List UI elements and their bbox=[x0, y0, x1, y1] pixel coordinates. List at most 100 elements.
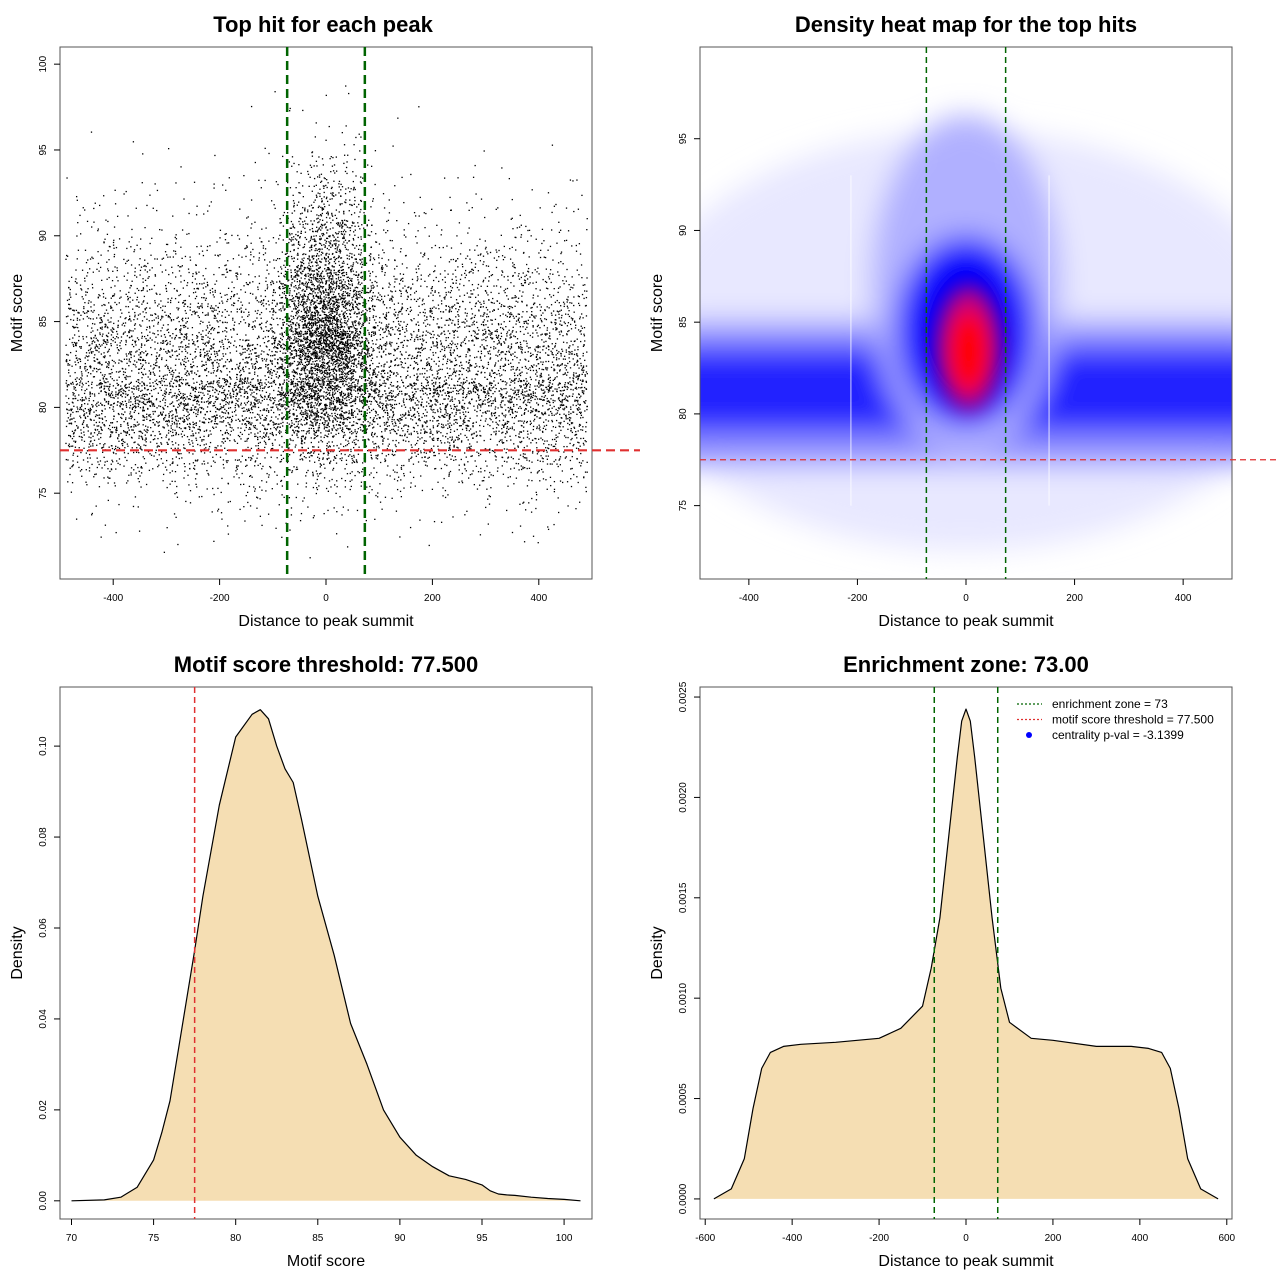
data-point bbox=[88, 467, 91, 469]
data-point bbox=[145, 338, 147, 340]
data-point bbox=[302, 396, 304, 398]
data-point bbox=[538, 380, 540, 382]
data-point bbox=[382, 407, 384, 409]
data-point bbox=[344, 425, 347, 427]
data-point bbox=[146, 431, 148, 434]
data-point bbox=[442, 389, 445, 391]
data-point bbox=[518, 278, 521, 280]
data-point bbox=[352, 375, 354, 377]
data-point bbox=[107, 366, 110, 369]
data-point bbox=[340, 395, 342, 397]
data-point bbox=[392, 410, 394, 413]
data-point bbox=[491, 382, 493, 385]
data-point bbox=[337, 224, 339, 226]
data-point bbox=[256, 496, 258, 498]
data-point bbox=[426, 370, 428, 372]
data-point bbox=[513, 387, 516, 389]
data-point bbox=[211, 326, 214, 329]
data-point bbox=[468, 359, 470, 361]
data-point bbox=[458, 373, 460, 376]
data-point bbox=[407, 428, 409, 431]
data-point bbox=[107, 482, 109, 484]
data-point bbox=[87, 403, 89, 405]
data-point bbox=[142, 373, 144, 375]
data-point bbox=[137, 424, 139, 426]
data-point bbox=[515, 323, 517, 325]
data-point bbox=[74, 361, 76, 363]
data-point bbox=[535, 438, 537, 440]
data-point bbox=[502, 442, 505, 444]
data-point bbox=[324, 245, 327, 247]
data-point bbox=[174, 480, 176, 483]
data-point bbox=[106, 233, 109, 236]
data-point bbox=[205, 375, 208, 377]
data-point bbox=[125, 417, 127, 419]
data-point bbox=[324, 434, 326, 436]
data-point bbox=[505, 350, 508, 353]
data-point bbox=[142, 456, 144, 458]
data-point bbox=[135, 388, 138, 390]
data-point bbox=[116, 215, 119, 218]
data-point bbox=[470, 448, 472, 450]
data-point bbox=[244, 440, 246, 442]
data-point bbox=[535, 369, 538, 371]
data-point bbox=[159, 228, 161, 231]
data-point bbox=[282, 450, 285, 453]
data-point bbox=[192, 358, 194, 360]
data-point bbox=[98, 384, 100, 386]
data-point bbox=[471, 283, 474, 286]
data-point bbox=[72, 337, 74, 339]
data-point bbox=[568, 284, 570, 286]
data-point bbox=[464, 276, 466, 279]
data-point bbox=[537, 295, 539, 297]
data-point bbox=[301, 282, 303, 284]
data-point bbox=[240, 374, 242, 376]
data-point bbox=[234, 409, 237, 411]
data-point bbox=[481, 344, 483, 346]
data-point bbox=[414, 393, 416, 395]
data-point bbox=[249, 411, 252, 414]
data-point bbox=[339, 321, 342, 323]
data-point bbox=[437, 410, 439, 413]
data-point bbox=[328, 457, 330, 459]
data-point bbox=[156, 420, 158, 423]
data-point bbox=[425, 325, 427, 327]
data-point bbox=[84, 357, 86, 359]
data-point bbox=[455, 316, 457, 318]
data-point bbox=[379, 401, 381, 403]
data-point bbox=[164, 311, 166, 313]
data-point bbox=[555, 327, 557, 329]
data-point bbox=[225, 233, 227, 235]
data-point bbox=[139, 324, 141, 326]
data-point bbox=[479, 301, 481, 304]
data-point bbox=[360, 208, 362, 211]
data-point bbox=[323, 347, 325, 349]
data-point bbox=[351, 299, 354, 301]
data-point bbox=[550, 296, 552, 298]
data-point bbox=[134, 328, 136, 330]
data-point bbox=[332, 283, 334, 286]
data-point bbox=[443, 426, 445, 428]
data-point bbox=[179, 402, 181, 404]
data-point bbox=[511, 217, 513, 219]
data-point bbox=[373, 426, 375, 428]
data-point bbox=[374, 388, 376, 390]
data-point bbox=[408, 398, 411, 401]
data-point bbox=[107, 499, 109, 502]
data-point bbox=[224, 330, 226, 332]
data-point bbox=[486, 309, 489, 311]
data-point bbox=[70, 296, 72, 298]
data-point bbox=[201, 306, 203, 309]
data-point bbox=[113, 295, 115, 297]
data-point bbox=[497, 360, 500, 362]
data-point bbox=[71, 445, 74, 447]
data-point bbox=[353, 381, 355, 383]
data-point bbox=[241, 472, 243, 475]
data-point bbox=[138, 444, 140, 447]
data-point bbox=[476, 451, 478, 453]
data-point bbox=[556, 338, 559, 340]
data-point bbox=[353, 454, 355, 457]
data-point bbox=[264, 428, 266, 431]
data-point bbox=[544, 391, 546, 393]
data-point bbox=[545, 340, 547, 343]
